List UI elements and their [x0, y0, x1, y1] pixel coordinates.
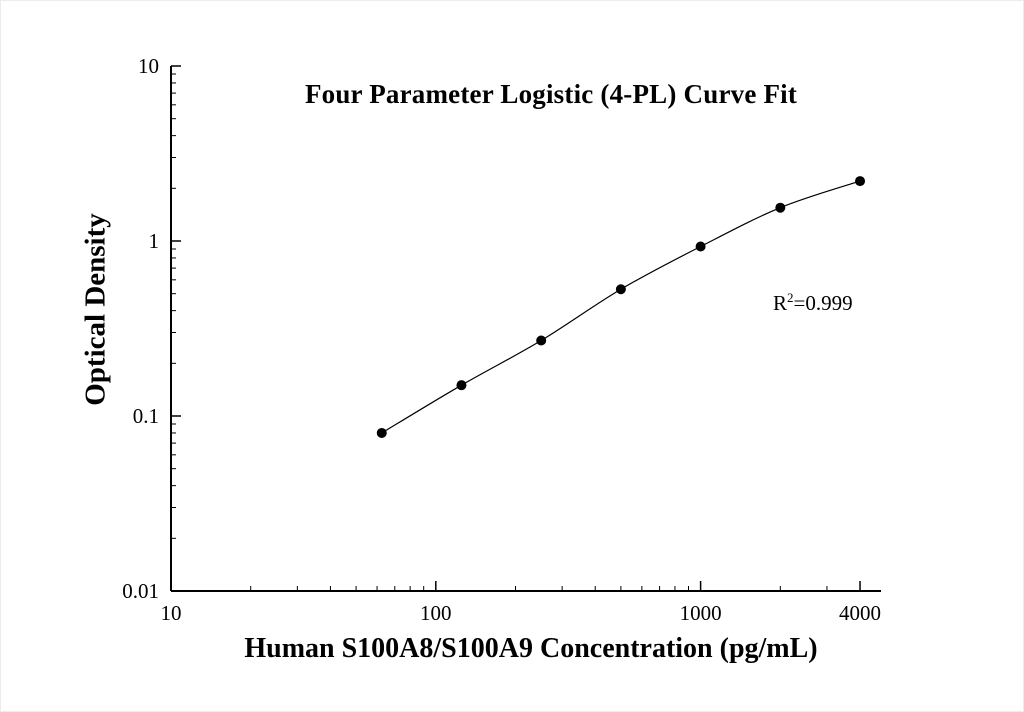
- x-tick-label: 4000: [839, 601, 881, 625]
- r-squared-base: R: [773, 291, 788, 315]
- data-point-marker: [536, 335, 547, 346]
- x-tick-label: 1000: [680, 601, 722, 625]
- r-squared-value: =0.999: [793, 291, 853, 315]
- data-point-marker: [695, 241, 706, 252]
- data-point-marker: [775, 202, 786, 213]
- x-tick-label: 10: [161, 601, 182, 625]
- y-axis-title: Optical Density: [79, 213, 112, 406]
- axis-ticks: [170, 65, 861, 592]
- data-point-marker: [855, 176, 866, 187]
- x-axis-title: Human S100A8/S100A9 Concentration (pg/mL…: [244, 633, 818, 664]
- data-point-marker: [376, 427, 387, 438]
- data-point-marker: [615, 284, 626, 295]
- chart-title: Four Parameter Logistic (4-PL) Curve Fit: [304, 79, 798, 109]
- data-point-marker: [456, 380, 467, 391]
- tick-labels: 10 100 1000 4000 0.01 0.1 1 10: [122, 54, 881, 625]
- x-tick-label: 100: [420, 601, 452, 625]
- y-tick-label: 0.1: [133, 404, 159, 428]
- r-squared-sup: 2: [787, 290, 794, 305]
- r-squared-annotation: R2=0.999: [773, 291, 853, 316]
- data-points: [376, 176, 866, 438]
- y-tick-label: 10: [138, 54, 159, 78]
- y-tick-label: 1: [149, 229, 160, 253]
- y-tick-label: 0.01: [122, 579, 159, 603]
- axes: [170, 66, 881, 592]
